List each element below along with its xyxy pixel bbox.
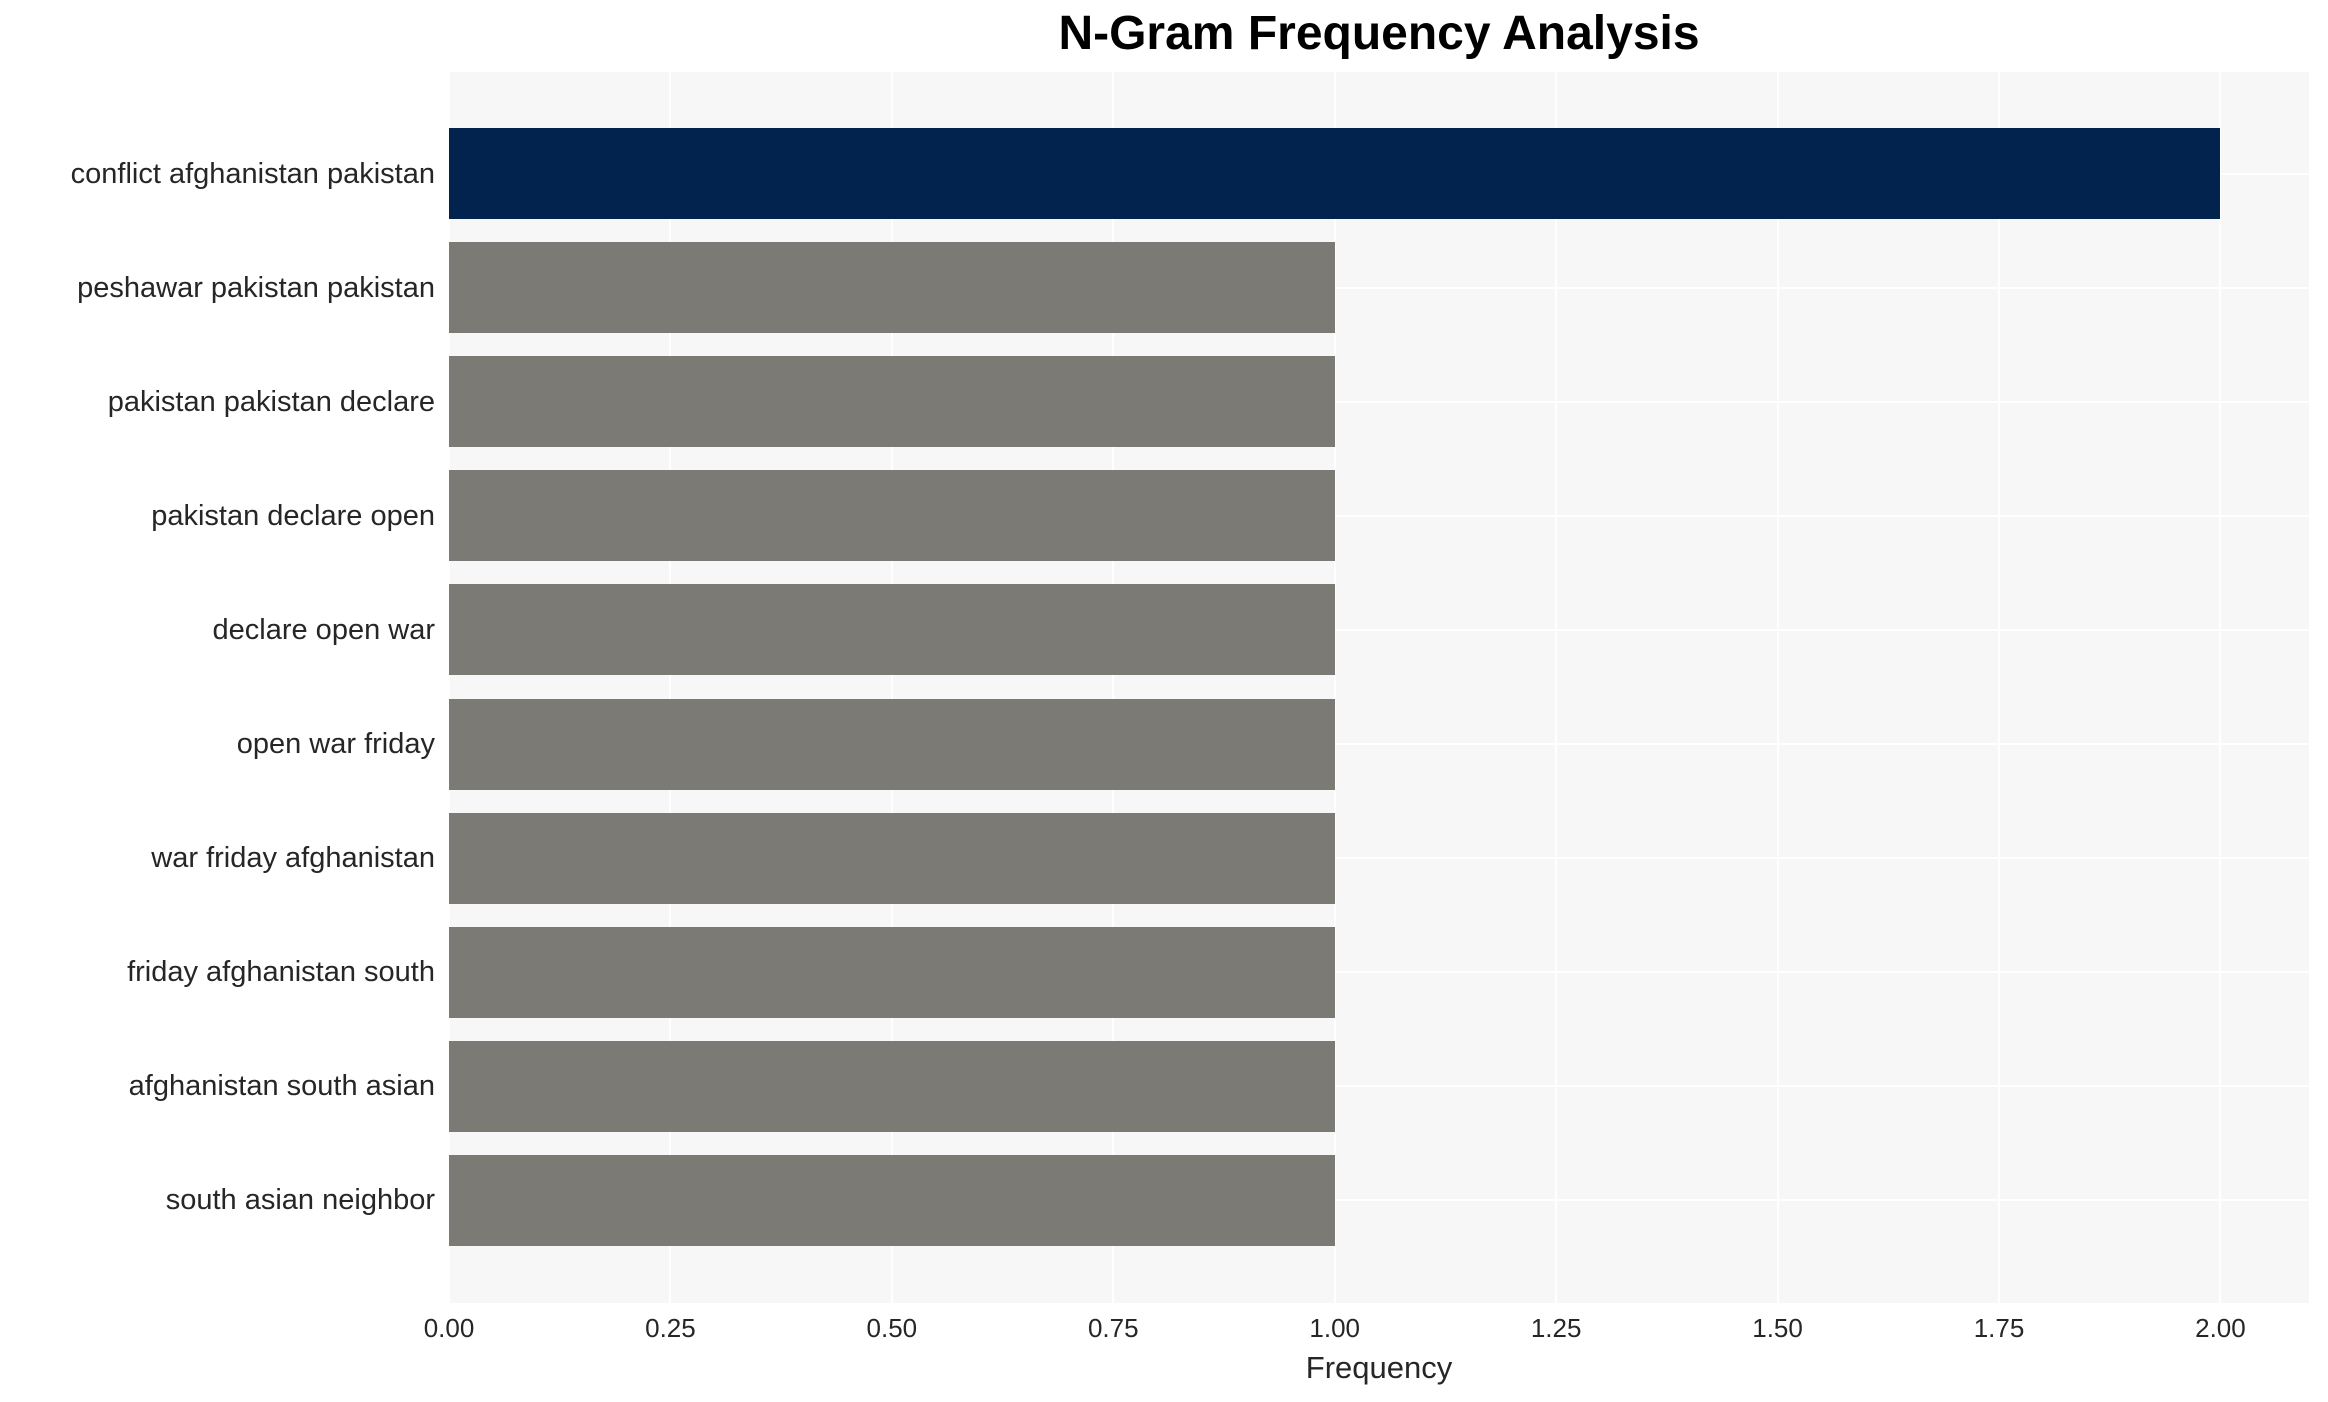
bar: [449, 356, 1335, 448]
y-category-label: war friday afghanistan: [151, 842, 435, 875]
plot-area: [449, 72, 2309, 1303]
y-category-label: pakistan pakistan declare: [107, 385, 435, 418]
gridline-vertical-0.25: [669, 72, 672, 1303]
gridline-vertical-0.75: [1112, 72, 1115, 1303]
y-category-label: friday afghanistan south: [127, 956, 435, 989]
y-category-label: south asian neighbor: [165, 1184, 435, 1217]
chart-title: N-Gram Frequency Analysis: [1058, 7, 1700, 60]
y-category-label: conflict afghanistan pakistan: [70, 157, 435, 190]
gridline-vertical-0.00: [449, 72, 450, 1303]
x-tick-label: 1.00: [1309, 1313, 1360, 1343]
bar: [449, 242, 1335, 334]
y-category-label: open war friday: [236, 728, 435, 760]
bar: [449, 698, 1335, 790]
gridline-horizontal: [449, 628, 2309, 631]
x-tick-label: 0.00: [423, 1313, 475, 1343]
x-axis-label: Frequency: [1305, 1350, 1453, 1385]
bar: [449, 1154, 1335, 1246]
y-category-label: pakistan declare open: [151, 499, 435, 532]
y-category-label: declare open war: [212, 613, 435, 646]
gridline-vertical-0.50: [890, 72, 893, 1303]
gridline-horizontal: [449, 857, 2309, 860]
bar: [449, 584, 1335, 676]
gridline-horizontal: [449, 1199, 2309, 1202]
y-category-label: afghanistan south asian: [128, 1070, 435, 1103]
x-tick-label: 2.00: [2195, 1313, 2246, 1343]
gridline-horizontal: [449, 400, 2309, 403]
gridline-vertical-1.50: [1776, 72, 1779, 1303]
gridline-horizontal: [449, 743, 2309, 745]
bar: [449, 1040, 1335, 1132]
gridline-horizontal: [449, 971, 2309, 974]
bar: [449, 812, 1335, 904]
gridline-vertical-1.00: [1333, 72, 1336, 1303]
x-tick-label: 0.50: [866, 1313, 918, 1343]
bar: [449, 926, 1335, 1018]
x-tick-label: 0.25: [645, 1313, 696, 1343]
x-tick-label: 0.75: [1087, 1313, 1139, 1343]
x-tick-label: 1.50: [1752, 1313, 1803, 1343]
gridline-horizontal: [449, 1085, 2309, 1088]
bar: [449, 470, 1335, 562]
x-tick-label: 1.75: [1973, 1313, 2025, 1343]
gridline-vertical-1.25: [1555, 72, 1558, 1303]
y-category-label: peshawar pakistan pakistan: [77, 271, 435, 304]
gridline-vertical-1.75: [1998, 72, 2000, 1303]
gridline-horizontal: [449, 286, 2309, 289]
x-tick-label: 1.25: [1530, 1313, 1582, 1343]
gridline-horizontal: [449, 514, 2309, 517]
bar: [449, 128, 2221, 219]
gridline-vertical-2.00: [2219, 72, 2222, 1303]
